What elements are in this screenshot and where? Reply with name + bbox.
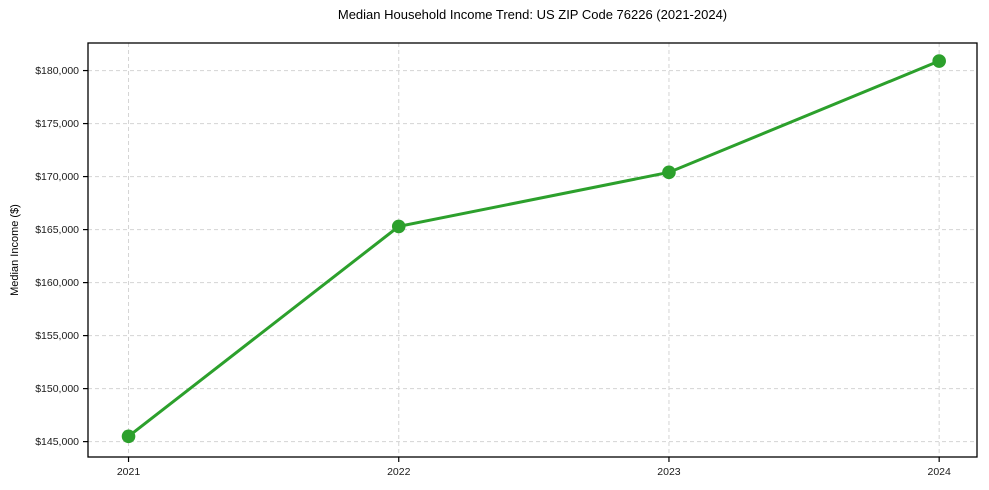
y-tick-label: $155,000 — [35, 330, 79, 342]
x-tick-label: 2024 — [927, 466, 951, 478]
data-point — [391, 219, 406, 234]
x-tick-label: 2021 — [117, 466, 141, 478]
data-point — [121, 429, 136, 444]
trend-line — [127, 59, 941, 438]
y-tick-label: $165,000 — [35, 224, 79, 236]
x-tick-label: 2023 — [657, 466, 681, 478]
y-tick-label: $170,000 — [35, 171, 79, 183]
chart-title: Median Household Income Trend: US ZIP Co… — [337, 7, 728, 22]
y-tick-label: $145,000 — [35, 436, 79, 448]
y-tick-label: $180,000 — [35, 65, 79, 77]
y-tick-label: $175,000 — [35, 118, 79, 130]
data-point — [662, 165, 676, 180]
data-point — [932, 54, 946, 68]
y-tick-label: $160,000 — [35, 277, 79, 289]
x-tick-label: 2022 — [387, 466, 411, 478]
y-tick-label: $150,000 — [35, 383, 79, 395]
plot-border — [87, 42, 978, 458]
